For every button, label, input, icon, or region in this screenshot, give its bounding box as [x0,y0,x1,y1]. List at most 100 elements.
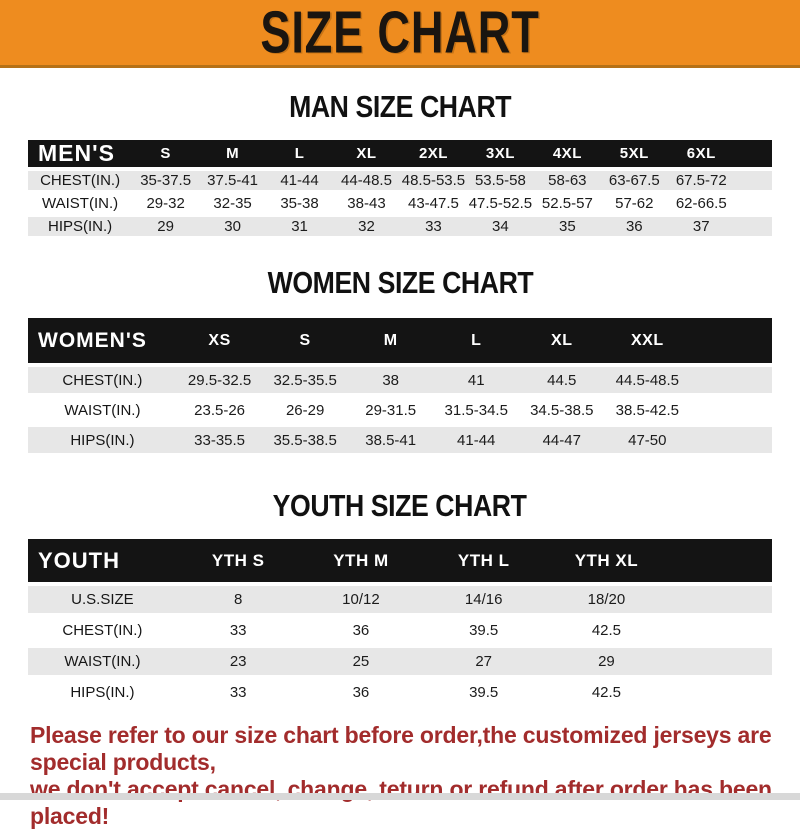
size-cell: 29.5-32.5 [176,367,263,394]
size-cell: 31 [266,217,334,237]
row-spacer [690,427,772,454]
size-cell: 29 [132,217,200,237]
size-column-header: 6XL [667,140,735,168]
row-spacer [734,217,772,237]
size-cell: 63-67.5 [600,171,668,191]
size-cell: 57-62 [600,194,668,214]
order-disclaimer: Please refer to our size chart before or… [0,722,800,830]
size-cell: 42.5 [545,617,668,645]
size-table: MEN'S S M L XL 2XL 3XL 4XL 5XL 6XL CHEST(IN.) 35-37… [28,136,772,240]
women-size-table: WOMEN'S XS S M L XL XXL CHEST(IN.) 29.5-32.5 32.5… [28,314,772,457]
header-spacer [734,140,772,168]
row-label: CHEST(IN.) [28,171,133,191]
row-spacer [734,171,772,191]
size-cell: 41-44 [266,171,334,191]
size-cell: 39.5 [422,679,546,707]
table-row: HIPS(IN.) 29 30 31 32 33 34 35 36 37 [28,217,772,237]
size-cell: 26-29 [262,397,348,424]
table-row: WAIST(IN.) 23.5-26 26-29 29-31.5 31.5-34.5 34… [28,397,772,424]
disclaimer-line-1: Please refer to our size chart before or… [30,722,772,776]
size-cell: 36 [600,217,668,237]
row-label: WAIST(IN.) [28,648,177,676]
size-cell: 34.5-38.5 [519,397,605,424]
row-label: HIPS(IN.) [28,679,177,707]
size-cell: 35.5-38.5 [262,427,348,454]
disclaimer-line-2: we don't accept cancel, change, teturn o… [30,776,772,830]
size-cell: 36 [299,679,423,707]
size-column-header: S [132,140,200,168]
table-row: WAIST(IN.) 23 25 27 29 [28,648,772,676]
table-corner-label: MEN'S [28,140,133,168]
table-header-row: YOUTH YTH S YTH M YTH L YTH XL [28,539,772,583]
row-label: HIPS(IN.) [28,427,177,454]
man-section-heading-text: MAN SIZE CHART [288,89,512,124]
table-row: WAIST(IN.) 29-32 32-35 35-38 38-43 43-47.5 47.… [28,194,772,214]
table-row: CHEST(IN.) 29.5-32.5 32.5-35.5 38 41 44.5 44.5… [28,367,772,394]
size-cell: 33-35.5 [176,427,263,454]
size-cell: 38-43 [333,194,400,214]
size-column-header: XL [333,140,400,168]
size-column-header: 4XL [533,140,601,168]
man-section-heading: MAN SIZE CHART [0,89,800,124]
youth-section-heading: YOUTH SIZE CHART [0,489,800,523]
size-cell: 32-35 [199,194,267,214]
size-column-header: 3XL [466,140,534,168]
row-label: WAIST(IN.) [28,397,177,424]
size-cell: 18/20 [545,586,668,614]
size-cell: 33 [176,617,300,645]
size-cell: 38.5-42.5 [604,397,691,424]
size-column-header: M [347,318,434,364]
size-cell: 8 [176,586,300,614]
size-column-header: 5XL [600,140,668,168]
youth-size-table: YOUTH YTH S YTH M YTH L YTH XL U.S.SIZE 8 10/12… [28,535,772,710]
size-cell: 34 [466,217,534,237]
row-spacer [734,194,772,214]
size-column-header: YTH S [176,539,300,583]
size-cell: 32.5-35.5 [262,367,348,394]
size-cell: 29-31.5 [347,397,434,424]
size-cell: 41 [433,367,519,394]
size-cell: 14/16 [422,586,546,614]
size-cell: 62-66.5 [667,194,735,214]
row-spacer [667,586,772,614]
size-chart-banner: SIZE CHART [0,0,800,68]
size-column-header: YTH L [422,539,546,583]
youth-section-heading-text: YOUTH SIZE CHART [273,488,527,524]
size-cell: 52.5-57 [533,194,601,214]
size-cell: 10/12 [299,586,423,614]
size-column-header: YTH M [299,539,423,583]
size-cell: 23 [176,648,300,676]
size-cell: 38.5-41 [347,427,434,454]
size-table: YOUTH YTH S YTH M YTH L YTH XL U.S.SIZE 8 10/12… [28,535,772,710]
size-column-header: S [262,318,348,364]
size-cell: 36 [299,617,423,645]
size-column-header: XS [176,318,263,364]
table-row: U.S.SIZE 8 10/12 14/16 18/20 [28,586,772,614]
row-spacer [667,648,772,676]
size-cell: 35-38 [266,194,334,214]
size-cell: 41-44 [433,427,519,454]
size-table: WOMEN'S XS S M L XL XXL CHEST(IN.) 29.5-32.5 32.5… [28,314,772,457]
row-spacer [667,617,772,645]
table-row: CHEST(IN.) 35-37.5 37.5-41 41-44 44-48.5 48.5… [28,171,772,191]
size-cell: 44.5-48.5 [604,367,691,394]
size-cell: 44.5 [519,367,605,394]
size-column-header: M [199,140,267,168]
table-row: CHEST(IN.) 33 36 39.5 42.5 [28,617,772,645]
size-cell: 37 [667,217,735,237]
size-cell: 53.5-58 [466,171,534,191]
size-cell: 48.5-53.5 [399,171,467,191]
size-cell: 29 [545,648,668,676]
size-cell: 38 [347,367,434,394]
table-corner-label: WOMEN'S [28,318,177,364]
size-cell: 44-47 [519,427,605,454]
row-label: U.S.SIZE [28,586,177,614]
row-spacer [667,679,772,707]
size-cell: 29-32 [132,194,200,214]
row-label: CHEST(IN.) [28,617,177,645]
row-spacer [690,367,772,394]
size-cell: 37.5-41 [199,171,267,191]
size-cell: 35-37.5 [132,171,200,191]
row-label: HIPS(IN.) [28,217,133,237]
men-size-table: MEN'S S M L XL 2XL 3XL 4XL 5XL 6XL CHEST(IN.) 35-37… [28,136,772,240]
